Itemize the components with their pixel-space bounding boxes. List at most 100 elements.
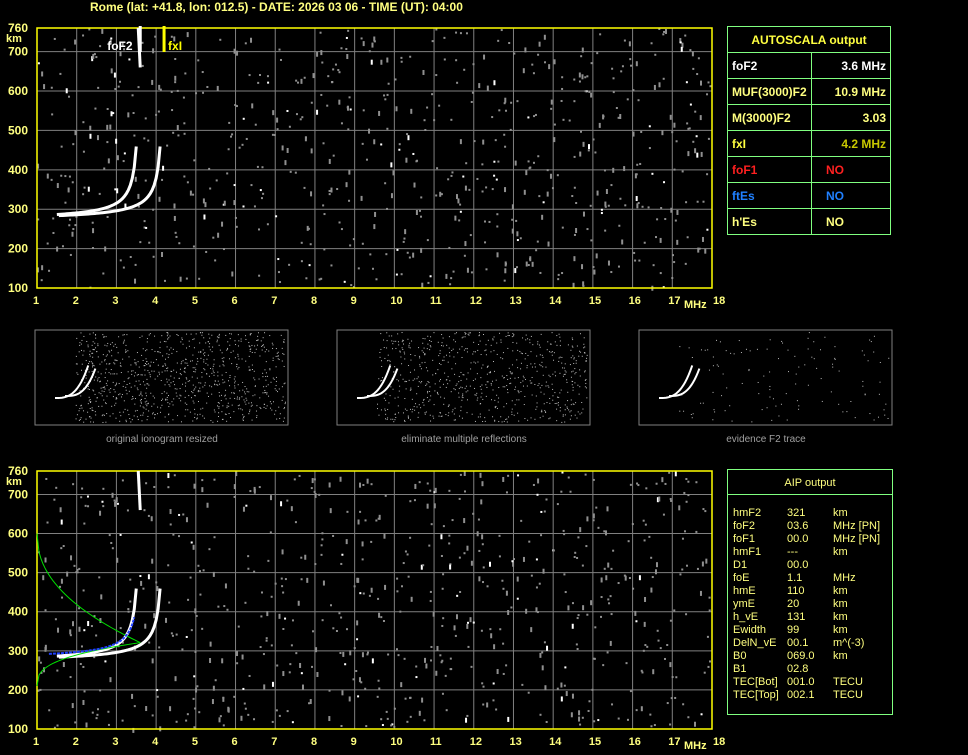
noise-dot — [225, 334, 227, 336]
noise-dot — [644, 596, 647, 602]
noise-dot — [427, 390, 429, 392]
noise-dot — [481, 384, 483, 386]
noise-dot — [221, 221, 224, 227]
noise-dot — [283, 365, 285, 367]
noise-dot — [221, 374, 223, 376]
noise-dot — [175, 235, 178, 238]
noise-dot — [662, 77, 665, 80]
aip-value: --- — [787, 546, 798, 558]
noise-dot — [482, 139, 485, 145]
noise-dot — [418, 481, 421, 484]
noise-dot — [119, 51, 122, 57]
noise-dot — [432, 611, 435, 617]
noise-dot — [445, 414, 447, 416]
noise-dot — [643, 241, 646, 244]
noise-dot — [92, 389, 94, 391]
noise-dot — [612, 549, 615, 552]
noise-dot — [421, 350, 423, 352]
noise-dot — [510, 372, 512, 374]
noise-dot — [186, 32, 189, 38]
noise-dot — [70, 555, 73, 561]
noise-dot — [556, 408, 558, 410]
noise-dot — [192, 544, 195, 550]
noise-dot — [51, 113, 54, 116]
noise-dot — [300, 672, 303, 675]
noise-dot — [193, 402, 195, 404]
noise-dot — [104, 386, 106, 388]
noise-dot — [558, 333, 560, 335]
noise-dot — [480, 629, 483, 632]
noise-dot — [43, 667, 46, 673]
x-axis-label: MHz — [684, 740, 707, 752]
noise-dot — [607, 562, 610, 568]
noise-dot — [418, 710, 421, 716]
noise-dot — [244, 601, 247, 604]
noise-dot — [477, 397, 479, 399]
noise-dot — [173, 474, 176, 477]
noise-dot — [575, 643, 578, 646]
noise-dot — [533, 115, 536, 118]
noise-dot — [449, 564, 452, 570]
x-tick-label: 10 — [390, 295, 402, 307]
noise-dot — [204, 369, 206, 371]
noise-dot — [498, 555, 501, 558]
noise-dot — [311, 478, 314, 484]
noise-dot — [459, 473, 462, 476]
noise-dot — [74, 721, 77, 724]
noise-dot — [663, 30, 666, 33]
noise-dot — [114, 391, 116, 393]
noise-dot — [200, 350, 202, 352]
aip-value: 1.1 — [787, 572, 803, 584]
noise-dot — [188, 345, 190, 347]
noise-dot — [572, 386, 574, 388]
noise-dot — [605, 575, 608, 581]
noise-dot — [218, 402, 220, 404]
x-tick-label: 7 — [271, 295, 277, 307]
noise-dot — [71, 181, 74, 184]
noise-dot — [202, 407, 204, 409]
noise-dot — [227, 402, 229, 404]
noise-dot — [525, 608, 528, 614]
noise-dot — [403, 237, 406, 240]
noise-dot — [464, 333, 466, 335]
noise-dot — [158, 196, 161, 202]
noise-dot — [146, 419, 148, 421]
noise-dot — [272, 359, 274, 361]
noise-dot — [492, 682, 495, 685]
noise-dot — [547, 385, 549, 387]
noise-dot — [214, 380, 216, 382]
noise-dot — [425, 663, 428, 669]
noise-dot — [556, 503, 559, 506]
noise-dot — [556, 402, 558, 404]
noise-dot — [109, 415, 111, 417]
noise-dot — [222, 203, 225, 206]
noise-dot — [417, 385, 419, 387]
noise-dot — [208, 548, 211, 551]
noise-dot — [157, 406, 159, 408]
noise-dot — [451, 171, 454, 174]
noise-dot — [518, 392, 520, 394]
noise-dot — [259, 355, 261, 357]
noise-dot — [635, 709, 638, 712]
noise-dot — [75, 418, 77, 420]
noise-dot — [685, 564, 688, 567]
noise-dot — [494, 420, 496, 422]
noise-dot — [432, 374, 434, 376]
noise-dot — [262, 337, 264, 339]
noise-dot — [87, 344, 89, 346]
noise-dot — [219, 383, 221, 385]
noise-dot — [134, 362, 136, 364]
noise-dot — [257, 335, 259, 337]
noise-dot — [345, 539, 348, 545]
noise-dot — [248, 413, 250, 415]
noise-dot — [281, 399, 283, 401]
noise-dot — [566, 379, 568, 381]
noise-dot — [148, 641, 151, 644]
noise-dot — [610, 613, 613, 616]
noise-dot — [571, 623, 574, 629]
noise-dot — [542, 374, 544, 376]
noise-dot — [268, 395, 270, 397]
noise-dot — [429, 275, 432, 278]
noise-dot — [695, 135, 698, 138]
noise-dot — [330, 81, 333, 84]
